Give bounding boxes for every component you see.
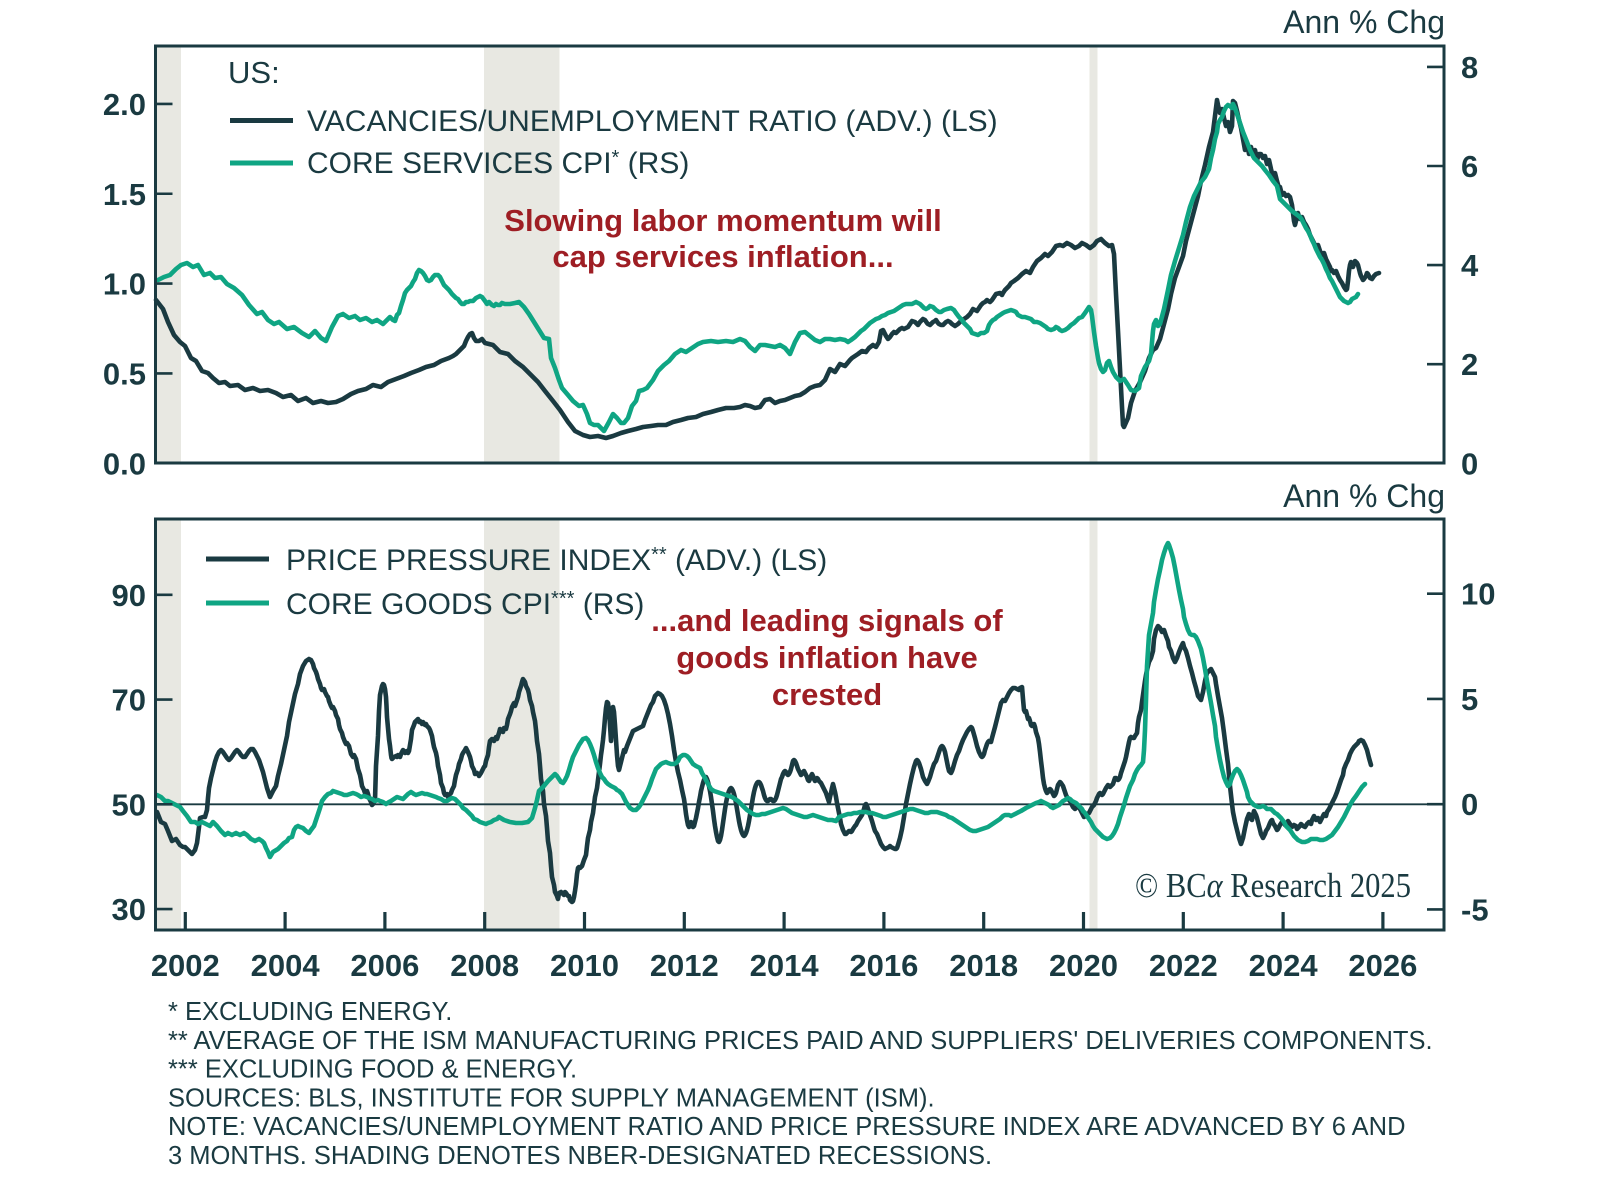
- svg-text:2.0: 2.0: [103, 87, 146, 122]
- svg-text:0.0: 0.0: [103, 446, 146, 481]
- svg-text:2020: 2020: [1049, 948, 1118, 983]
- svg-text:VACANCIES/UNEMPLOYMENT RATIO (: VACANCIES/UNEMPLOYMENT RATIO (ADV.) (LS): [307, 105, 998, 138]
- svg-text:2024: 2024: [1249, 948, 1319, 983]
- svg-text:goods inflation have: goods inflation have: [676, 640, 977, 675]
- svg-text:3 MONTHS. SHADING DENOTES NBER: 3 MONTHS. SHADING DENOTES NBER-DESIGNATE…: [168, 1142, 992, 1170]
- svg-text:Slowing labor momentum will: Slowing labor momentum will: [504, 203, 941, 238]
- svg-text:cap services inflation...: cap services inflation...: [552, 239, 893, 274]
- svg-text:2004: 2004: [251, 948, 321, 983]
- svg-text:-5: -5: [1461, 892, 1489, 927]
- svg-text:crested: crested: [772, 677, 882, 712]
- svg-text:SOURCES: BLS, INSTITUTE FOR SU: SOURCES: BLS, INSTITUTE FOR SUPPLY MANAG…: [168, 1084, 935, 1112]
- svg-text:90: 90: [112, 578, 146, 613]
- svg-text:** AVERAGE OF THE ISM MANUFACT: ** AVERAGE OF THE ISM MANUFACTURING PRIC…: [168, 1027, 1433, 1055]
- svg-text:50: 50: [112, 787, 146, 822]
- svg-text:NOTE: VACANCIES/UNEMPLOYMENT R: NOTE: VACANCIES/UNEMPLOYMENT RATIO AND P…: [168, 1113, 1406, 1141]
- svg-text:2012: 2012: [650, 948, 719, 983]
- svg-text:10: 10: [1461, 577, 1495, 612]
- svg-text:4: 4: [1461, 248, 1479, 283]
- svg-text:0: 0: [1461, 446, 1478, 481]
- svg-text:30: 30: [112, 892, 146, 927]
- svg-text:6: 6: [1461, 149, 1478, 184]
- svg-text:2006: 2006: [350, 948, 419, 983]
- svg-text:Ann % Chg: Ann % Chg: [1283, 478, 1445, 514]
- svg-text:*** EXCLUDING FOOD & ENERGY.: *** EXCLUDING FOOD & ENERGY.: [168, 1056, 577, 1084]
- svg-text:© BCα Research 2025: © BCα Research 2025: [1135, 866, 1411, 905]
- svg-text:2010: 2010: [550, 948, 619, 983]
- svg-text:CORE GOODS CPI*** (RS): CORE GOODS CPI*** (RS): [286, 588, 644, 621]
- svg-text:2: 2: [1461, 347, 1478, 382]
- svg-text:* EXCLUDING ENERGY.: * EXCLUDING ENERGY.: [168, 998, 452, 1026]
- svg-text:2014: 2014: [750, 948, 820, 983]
- svg-text:US:: US:: [228, 55, 280, 90]
- svg-text:0: 0: [1461, 787, 1478, 822]
- svg-text:Ann % Chg: Ann % Chg: [1283, 4, 1445, 40]
- svg-text:0.5: 0.5: [103, 356, 146, 391]
- svg-text:2016: 2016: [849, 948, 918, 983]
- svg-text:1.5: 1.5: [103, 177, 146, 212]
- svg-text:2026: 2026: [1348, 948, 1417, 983]
- svg-text:5: 5: [1461, 682, 1478, 717]
- svg-text:1.0: 1.0: [103, 267, 146, 302]
- svg-text:...and leading signals of: ...and leading signals of: [651, 603, 1003, 638]
- svg-text:2018: 2018: [949, 948, 1018, 983]
- svg-text:PRICE PRESSURE INDEX** (ADV.): PRICE PRESSURE INDEX** (ADV.) (LS): [286, 544, 827, 577]
- svg-text:CORE SERVICES CPI* (RS): CORE SERVICES CPI* (RS): [307, 147, 689, 180]
- svg-text:8: 8: [1461, 50, 1478, 85]
- svg-text:2022: 2022: [1149, 948, 1218, 983]
- svg-text:2002: 2002: [151, 948, 220, 983]
- svg-text:70: 70: [112, 683, 146, 718]
- svg-text:2008: 2008: [450, 948, 519, 983]
